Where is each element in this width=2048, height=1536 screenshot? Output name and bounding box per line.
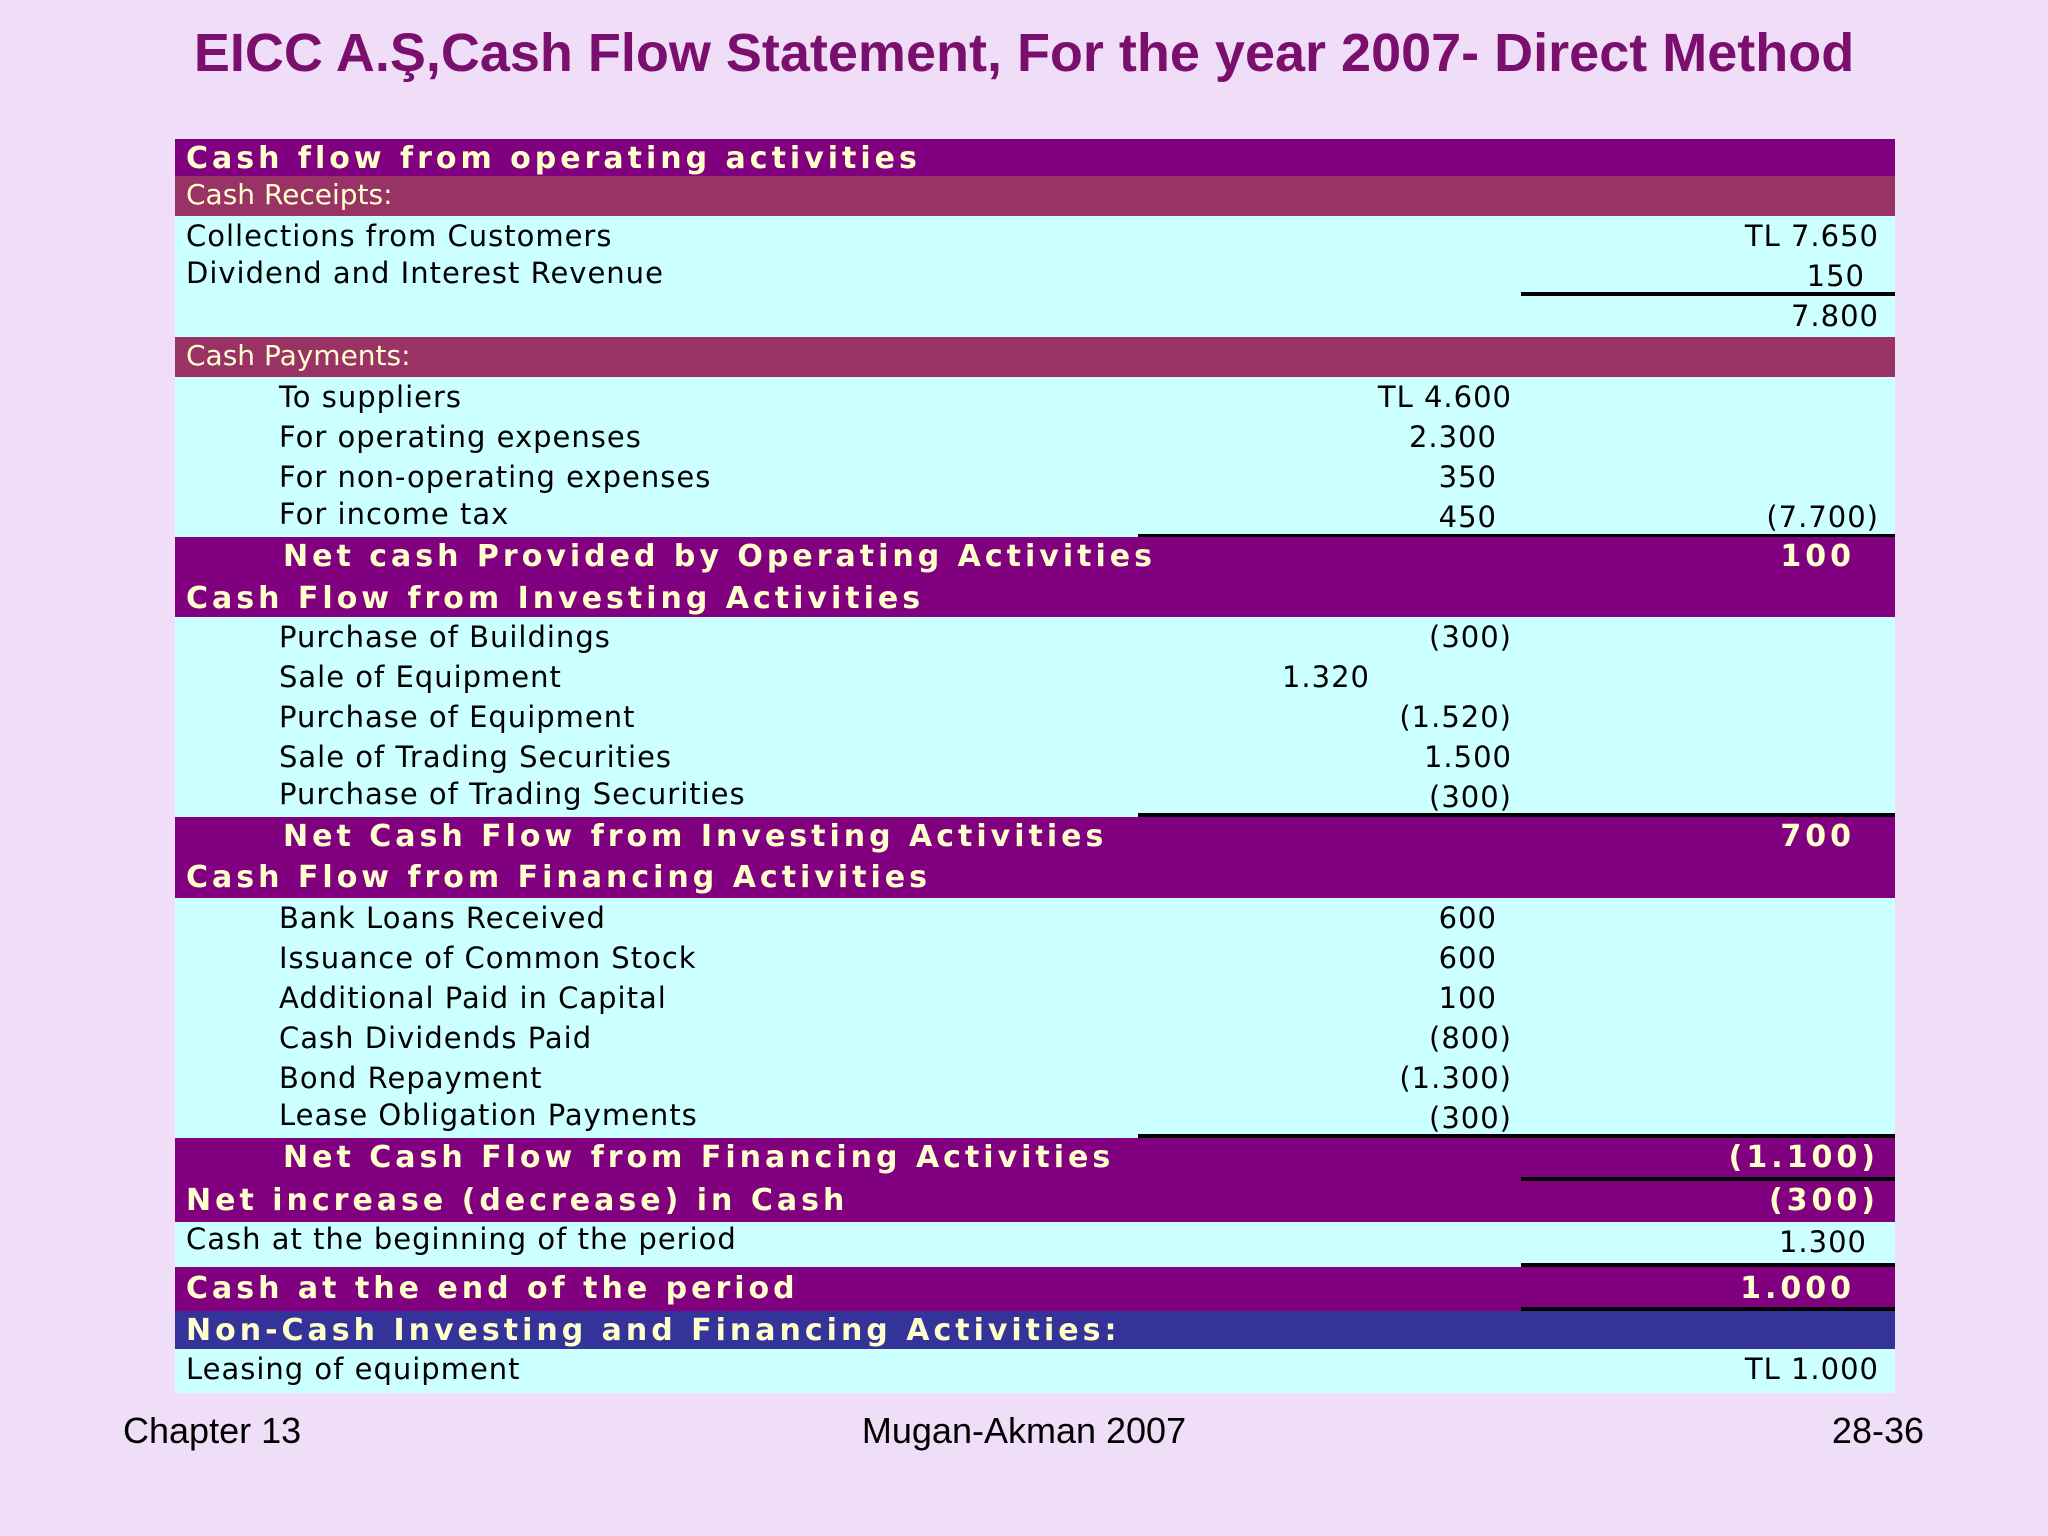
receipts-header-row: Cash Receipts: — [175, 176, 1895, 216]
lease-label: Lease Obligation Payments — [279, 1098, 698, 1132]
leasing-value: TL 1.000 — [1744, 1352, 1879, 1386]
end-cash-value: 1.000 — [1740, 1271, 1855, 1306]
opex-label: For operating expenses — [279, 420, 642, 454]
table-row: To suppliers TL 4.600 — [175, 377, 1895, 417]
table-row: Sale of Trading Securities 1.500 — [175, 737, 1895, 777]
operating-net-value: 100 — [1780, 539, 1855, 574]
table-row: Issuance of Common Stock 600 — [175, 938, 1895, 978]
page-title: EICC A.Ş,Cash Flow Statement, For the ye… — [193, 23, 1855, 83]
sale-equipment-label: Sale of Equipment — [279, 660, 562, 694]
investing-net-row: Net Cash Flow from Investing Activities … — [175, 817, 1895, 858]
table-row: For income tax 450 (7.700) — [175, 497, 1895, 538]
operating-net-label: Net cash Provided by Operating Activitie… — [283, 539, 1156, 574]
end-cash-label: Cash at the end of the period — [186, 1271, 799, 1306]
table-row: Lease Obligation Payments (300) — [175, 1098, 1895, 1138]
loans-value: 600 — [1438, 901, 1497, 935]
subtotal-rule — [1521, 292, 1895, 296]
nonop-label: For non-operating expenses — [279, 460, 712, 494]
noncash-header: Non-Cash Investing and Financing Activit… — [186, 1313, 1121, 1348]
financing-net-value: (1.100) — [1728, 1140, 1879, 1175]
subtotal-rule — [1521, 1263, 1895, 1267]
table-row: Collections from Customers TL 7.650 — [175, 216, 1895, 256]
subtotal-rule — [1521, 1307, 1895, 1311]
table-row: For operating expenses 2.300 — [175, 417, 1895, 457]
dividend-label: Dividend and Interest Revenue — [186, 256, 664, 290]
buildings-label: Purchase of Buildings — [279, 620, 611, 654]
bond-label: Bond Repayment — [279, 1061, 543, 1095]
loans-label: Bank Loans Received — [279, 901, 606, 935]
financing-net-row: Net Cash Flow from Financing Activities … — [175, 1138, 1895, 1181]
table-row: For non-operating expenses 350 — [175, 457, 1895, 497]
payments-header: Cash Payments: — [186, 339, 411, 372]
subtotal-rule — [1138, 1134, 1895, 1138]
purchase-securities-label: Purchase of Trading Securities — [279, 777, 746, 811]
footer-author: Mugan-Akman 2007 — [861, 1410, 1187, 1451]
tax-label: For income tax — [279, 497, 510, 531]
payments-total: (7.700) — [1766, 500, 1879, 534]
apic-value: 100 — [1438, 981, 1497, 1015]
suppliers-value: TL 4.600 — [1377, 380, 1512, 414]
net-increase-value: (300) — [1768, 1183, 1879, 1218]
cash-flow-statement: Cash flow from operating activities Cash… — [175, 139, 1895, 1393]
receipts-header: Cash Receipts: — [186, 178, 393, 211]
financing-header: Cash Flow from Financing Activities — [186, 860, 931, 895]
beginning-cash-value: 1.300 — [1778, 1225, 1867, 1259]
financing-net-label: Net Cash Flow from Financing Activities — [283, 1140, 1115, 1175]
net-increase-label: Net increase (decrease) in Cash — [186, 1183, 849, 1218]
financing-header-row: Cash Flow from Financing Activities — [175, 858, 1895, 898]
table-row: Purchase of Buildings (300) — [175, 617, 1895, 657]
table-row: Bond Repayment (1.300) — [175, 1058, 1895, 1098]
apic-label: Additional Paid in Capital — [279, 981, 667, 1015]
subtotal-rule — [1521, 1177, 1895, 1181]
opex-value: 2.300 — [1408, 420, 1497, 454]
tax-value: 450 — [1438, 500, 1497, 534]
operating-header-row: Cash flow from operating activities — [175, 139, 1895, 176]
lease-value: (300) — [1429, 1101, 1512, 1135]
purchase-equipment-label: Purchase of Equipment — [279, 700, 636, 734]
table-row: Leasing of equipment TL 1.000 — [175, 1349, 1895, 1393]
investing-header-row: Cash Flow from Investing Activities — [175, 579, 1895, 617]
sale-securities-label: Sale of Trading Securities — [279, 740, 673, 774]
collections-value: TL 7.650 — [1744, 219, 1879, 253]
end-cash-row: Cash at the end of the period 1.000 — [175, 1267, 1895, 1311]
footer-page-number: 28-36 — [1831, 1410, 1924, 1451]
sale-equipment-value: 1.320 — [1281, 660, 1370, 694]
net-increase-row: Net increase (decrease) in Cash (300) — [175, 1181, 1895, 1222]
investing-header: Cash Flow from Investing Activities — [186, 581, 925, 616]
table-row: Purchase of Equipment (1.520) — [175, 697, 1895, 737]
dividends-label: Cash Dividends Paid — [279, 1021, 593, 1055]
investing-net-label: Net Cash Flow from Investing Activities — [283, 819, 1108, 854]
beginning-cash-label: Cash at the beginning of the period — [186, 1222, 737, 1256]
table-row: Cash Dividends Paid (800) — [175, 1018, 1895, 1058]
dividend-value: 150 — [1806, 259, 1865, 293]
purchase-equipment-value: (1.520) — [1399, 700, 1512, 734]
table-row: Cash at the beginning of the period 1.30… — [175, 1222, 1895, 1267]
table-row: Purchase of Trading Securities (300) — [175, 777, 1895, 817]
purchase-securities-value: (300) — [1429, 780, 1512, 814]
table-row: 7.800 — [175, 296, 1895, 337]
table-row: Sale of Equipment 1.320 — [175, 657, 1895, 697]
nonop-value: 350 — [1438, 460, 1497, 494]
table-row: Bank Loans Received 600 — [175, 898, 1895, 938]
footer-chapter: Chapter 13 — [123, 1410, 302, 1451]
receipts-total: 7.800 — [1790, 299, 1879, 333]
buildings-value: (300) — [1429, 620, 1512, 654]
suppliers-label: To suppliers — [279, 380, 463, 414]
sale-securities-value: 1.500 — [1423, 740, 1512, 774]
dividends-value: (800) — [1429, 1021, 1512, 1055]
operating-header: Cash flow from operating activities — [186, 141, 921, 176]
investing-net-value: 700 — [1780, 819, 1855, 854]
bond-value: (1.300) — [1399, 1061, 1512, 1095]
stock-value: 600 — [1438, 941, 1497, 975]
payments-header-row: Cash Payments: — [175, 337, 1895, 377]
subtotal-rule — [1138, 534, 1895, 538]
collections-label: Collections from Customers — [186, 219, 613, 253]
subtotal-rule — [1138, 813, 1895, 817]
noncash-header-row: Non-Cash Investing and Financing Activit… — [175, 1311, 1895, 1349]
leasing-label: Leasing of equipment — [186, 1352, 521, 1386]
operating-net-row: Net cash Provided by Operating Activitie… — [175, 537, 1895, 579]
table-row: Additional Paid in Capital 100 — [175, 978, 1895, 1018]
stock-label: Issuance of Common Stock — [279, 941, 697, 975]
table-row: Dividend and Interest Revenue 150 — [175, 256, 1895, 296]
